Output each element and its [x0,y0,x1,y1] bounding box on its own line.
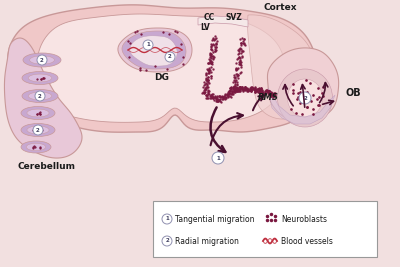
Polygon shape [37,14,285,122]
Text: SVZ: SVZ [225,14,242,22]
Text: Radial migration: Radial migration [175,237,239,245]
Circle shape [143,40,153,50]
Polygon shape [248,15,316,119]
Text: Tangential migration: Tangential migration [175,214,254,223]
Polygon shape [130,36,177,66]
Circle shape [162,214,172,224]
Text: 2: 2 [168,54,172,60]
Polygon shape [8,5,318,132]
Polygon shape [4,38,82,158]
Ellipse shape [21,141,51,153]
Ellipse shape [27,109,49,117]
Polygon shape [268,48,339,122]
Circle shape [299,92,311,104]
Ellipse shape [278,69,332,127]
Text: 2: 2 [36,128,40,132]
Text: Neuroblasts: Neuroblasts [281,214,327,223]
Ellipse shape [22,89,58,103]
Ellipse shape [288,79,322,117]
Text: 2: 2 [303,96,307,100]
Circle shape [212,152,224,164]
Text: 2: 2 [165,238,169,244]
FancyBboxPatch shape [153,201,377,257]
Circle shape [33,125,43,135]
Ellipse shape [28,92,52,100]
Ellipse shape [22,72,58,84]
Text: 2: 2 [40,57,44,62]
Polygon shape [122,31,186,69]
Polygon shape [118,28,192,72]
Text: Blood vessels: Blood vessels [281,237,333,245]
Ellipse shape [21,107,55,120]
Text: RMS: RMS [258,92,279,101]
Polygon shape [268,88,335,124]
Text: DG: DG [154,73,170,82]
Circle shape [162,236,172,246]
Circle shape [37,55,47,65]
Ellipse shape [23,53,61,67]
Text: Cortex: Cortex [263,3,297,12]
Circle shape [35,91,45,101]
Text: LV: LV [200,22,210,32]
Text: 2: 2 [38,93,42,99]
Text: 1: 1 [165,217,169,222]
Text: 1: 1 [216,155,220,160]
Ellipse shape [28,74,52,82]
Ellipse shape [26,143,46,151]
Circle shape [165,52,175,62]
Text: Cerebellum: Cerebellum [18,162,76,171]
Text: 1: 1 [146,42,150,48]
Text: CC: CC [204,14,215,22]
Ellipse shape [27,126,49,134]
Text: OB: OB [345,88,361,98]
Ellipse shape [21,124,55,136]
Polygon shape [198,16,248,27]
Ellipse shape [30,56,54,64]
